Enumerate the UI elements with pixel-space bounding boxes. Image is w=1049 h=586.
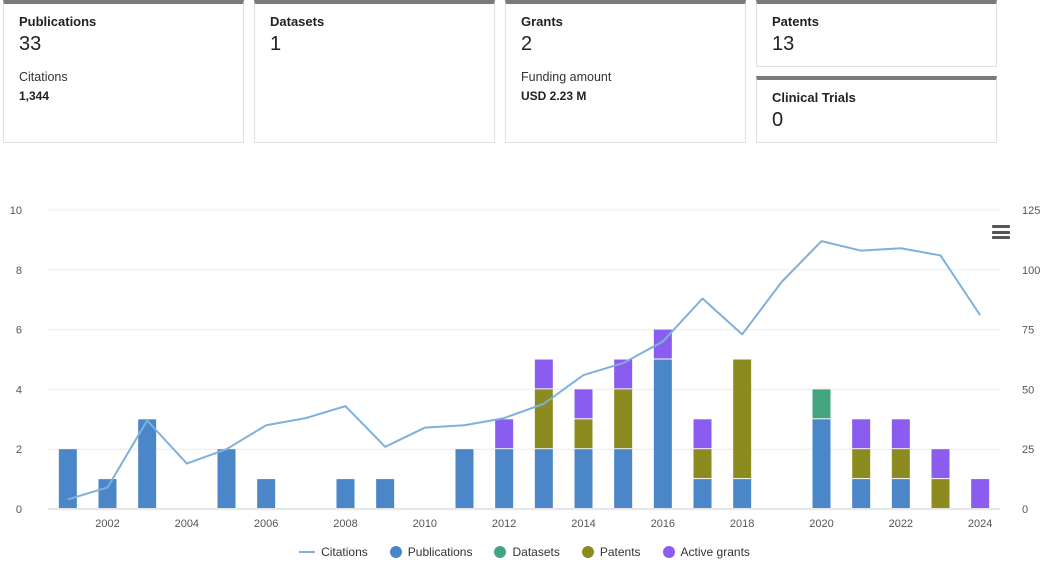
bar-publications	[534, 449, 553, 508]
x-tick-label: 2016	[651, 518, 675, 530]
bar-patents	[534, 389, 553, 449]
chart-legend: Citations Publications Datasets Patents …	[0, 545, 1049, 559]
grants-card[interactable]: Grants 2 Funding amount USD 2.23 M	[505, 0, 746, 143]
bar-publications	[336, 479, 355, 508]
bar-active-grants	[971, 479, 990, 508]
x-tick-label: 2010	[413, 518, 437, 530]
bar-patents	[574, 419, 593, 449]
bar-publications	[257, 479, 276, 508]
y-right-tick-label: 50	[1022, 384, 1034, 396]
bar-patents	[852, 449, 871, 479]
bar-publications	[812, 419, 831, 508]
citations-count: 1,344	[19, 89, 50, 103]
legend-datasets[interactable]: Datasets	[494, 545, 560, 559]
x-tick-label: 2020	[809, 518, 833, 530]
bar-publications	[376, 479, 395, 508]
datasets-card[interactable]: Datasets 1	[254, 0, 495, 143]
bar-active-grants	[495, 419, 514, 449]
bar-publications	[98, 479, 117, 508]
grants-count: 2	[521, 33, 533, 55]
bar-active-grants	[931, 449, 950, 479]
funding-amount-label: Funding amount	[521, 70, 612, 84]
bar-patents	[614, 389, 633, 449]
x-tick-label: 2018	[730, 518, 754, 530]
x-tick-label: 2006	[254, 518, 278, 530]
x-tick-label: 2012	[492, 518, 516, 530]
citations-line	[67, 240, 982, 501]
bar-publications	[693, 479, 712, 508]
chart-menu-icon[interactable]	[992, 225, 1010, 239]
bar-datasets	[812, 389, 831, 419]
publications-label: Publications	[19, 14, 97, 29]
legend-citations[interactable]: Citations	[299, 545, 368, 559]
bar-active-grants	[574, 389, 593, 419]
x-tick-label: 2014	[571, 518, 595, 530]
legend-datasets-label: Datasets	[512, 545, 560, 559]
y-right-tick-label: 0	[1022, 504, 1028, 516]
bar-active-grants	[693, 419, 712, 449]
datasets-dot-swatch	[494, 546, 507, 558]
x-tick-label: 2004	[175, 518, 199, 530]
publications-dot-swatch	[389, 546, 402, 558]
y-left-tick-label: 8	[16, 265, 22, 277]
publications-card[interactable]: Publications 33 Citations 1,344	[3, 0, 244, 143]
legend-patents-label: Patents	[599, 545, 641, 559]
bar-patents	[693, 449, 712, 479]
patents-card[interactable]: Patents 13	[756, 0, 997, 67]
x-tick-label: 2024	[968, 518, 992, 530]
legend-active-grants-label: Active grants	[680, 545, 750, 559]
bar-publications	[138, 419, 157, 508]
datasets-count: 1	[270, 33, 282, 55]
publications-count: 33	[19, 33, 42, 55]
bar-active-grants	[534, 359, 553, 389]
bar-patents	[891, 449, 910, 479]
bar-publications	[217, 449, 236, 508]
y-right-tick-label: 125	[1022, 205, 1040, 217]
bar-publications	[733, 479, 752, 508]
bar-publications	[852, 479, 871, 508]
bar-publications	[891, 479, 910, 508]
patents-count: 13	[772, 33, 795, 55]
legend-patents[interactable]: Patents	[581, 545, 641, 559]
clinical-trials-count: 0	[772, 109, 784, 131]
bar-publications	[58, 449, 77, 508]
bar-patents	[733, 359, 752, 479]
bar-publications	[574, 449, 593, 508]
bar-publications	[614, 449, 633, 508]
x-tick-label: 2002	[95, 518, 119, 530]
y-left-tick-label: 6	[16, 325, 22, 337]
bar-active-grants	[891, 419, 910, 449]
legend-citations-label: Citations	[321, 545, 368, 559]
bar-publications	[653, 359, 672, 508]
y-right-tick-label: 75	[1022, 325, 1034, 337]
citations-label: Citations	[19, 70, 68, 84]
citations-line-swatch	[299, 551, 316, 553]
active-grants-dot-swatch	[662, 546, 675, 558]
bar-patents	[931, 479, 950, 508]
legend-publications-label: Publications	[407, 545, 473, 559]
datasets-label: Datasets	[270, 14, 325, 29]
legend-publications[interactable]: Publications	[389, 545, 473, 559]
grants-label: Grants	[521, 14, 563, 29]
bar-publications	[495, 449, 514, 508]
clinical-trials-card[interactable]: Clinical Trials 0	[756, 76, 997, 143]
funding-amount-value: USD 2.23 M	[521, 89, 587, 103]
y-left-tick-label: 0	[16, 504, 22, 516]
bar-active-grants	[614, 359, 633, 389]
legend-active-grants[interactable]: Active grants	[662, 545, 750, 559]
bar-active-grants	[852, 419, 871, 449]
x-tick-label: 2022	[889, 518, 913, 530]
y-right-tick-label: 100	[1022, 265, 1040, 277]
y-right-tick-label: 25	[1022, 444, 1034, 456]
patents-dot-swatch	[581, 546, 594, 558]
clinical-trials-label: Clinical Trials	[772, 90, 856, 105]
patents-label: Patents	[772, 14, 819, 29]
y-left-tick-label: 4	[16, 384, 22, 396]
y-left-tick-label: 10	[10, 205, 22, 217]
y-left-tick-label: 2	[16, 444, 22, 456]
bar-publications	[455, 449, 474, 508]
x-tick-label: 2008	[333, 518, 357, 530]
